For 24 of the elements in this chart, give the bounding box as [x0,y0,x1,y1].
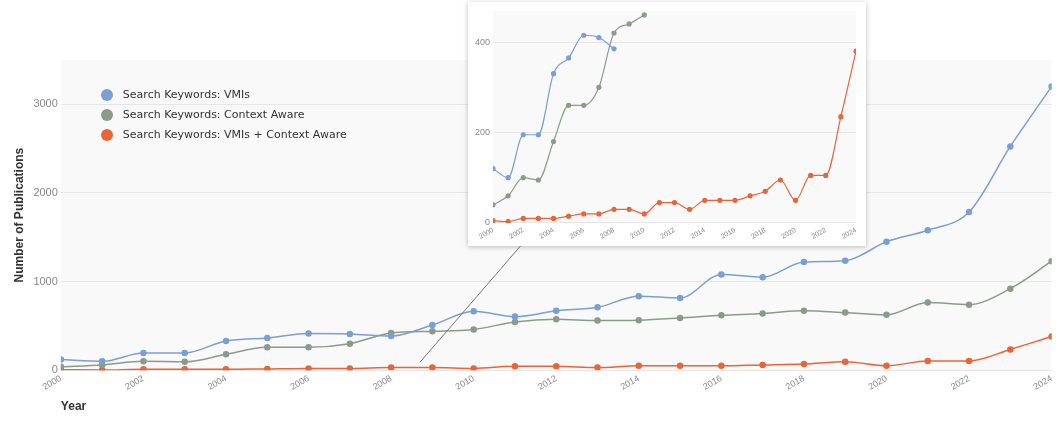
x-tick-label: 2002 [123,373,146,392]
x-tick-label: 2022 [948,373,972,392]
y-tick-label: 2000 [33,185,58,198]
legend-label: Search Keywords: VMIs + Context Aware [122,128,347,141]
x-tick-label: 2016 [701,373,724,392]
x-tick-label: 2020 [866,373,889,392]
x-tick-label: 2014 [618,373,642,392]
x-tick-label: 2018 [783,373,807,392]
x-tick-label: 2004 [205,373,229,392]
y-tick-label: 200 [474,126,491,137]
x-tick-label: 2024 [1031,373,1054,392]
y-tick-label: 1000 [33,274,58,287]
y-tick-label: 0 [485,217,491,228]
y-tick-label: 0 [51,363,58,376]
y-tick-label: 3000 [33,97,58,110]
x-tick-label: 2008 [371,373,394,392]
y-tick-label: 400 [474,36,491,47]
y-axis-title: Number of Publications [11,147,26,283]
x-tick-label: 2010 [453,373,476,392]
x-tick-label: 2006 [288,373,311,392]
legend-label: Search Keywords: Context Aware [122,108,305,121]
x-axis-title: Year [60,399,87,414]
legend-label: Search Keywords: VMIs [122,88,251,101]
x-tick-label: 2012 [536,373,559,392]
